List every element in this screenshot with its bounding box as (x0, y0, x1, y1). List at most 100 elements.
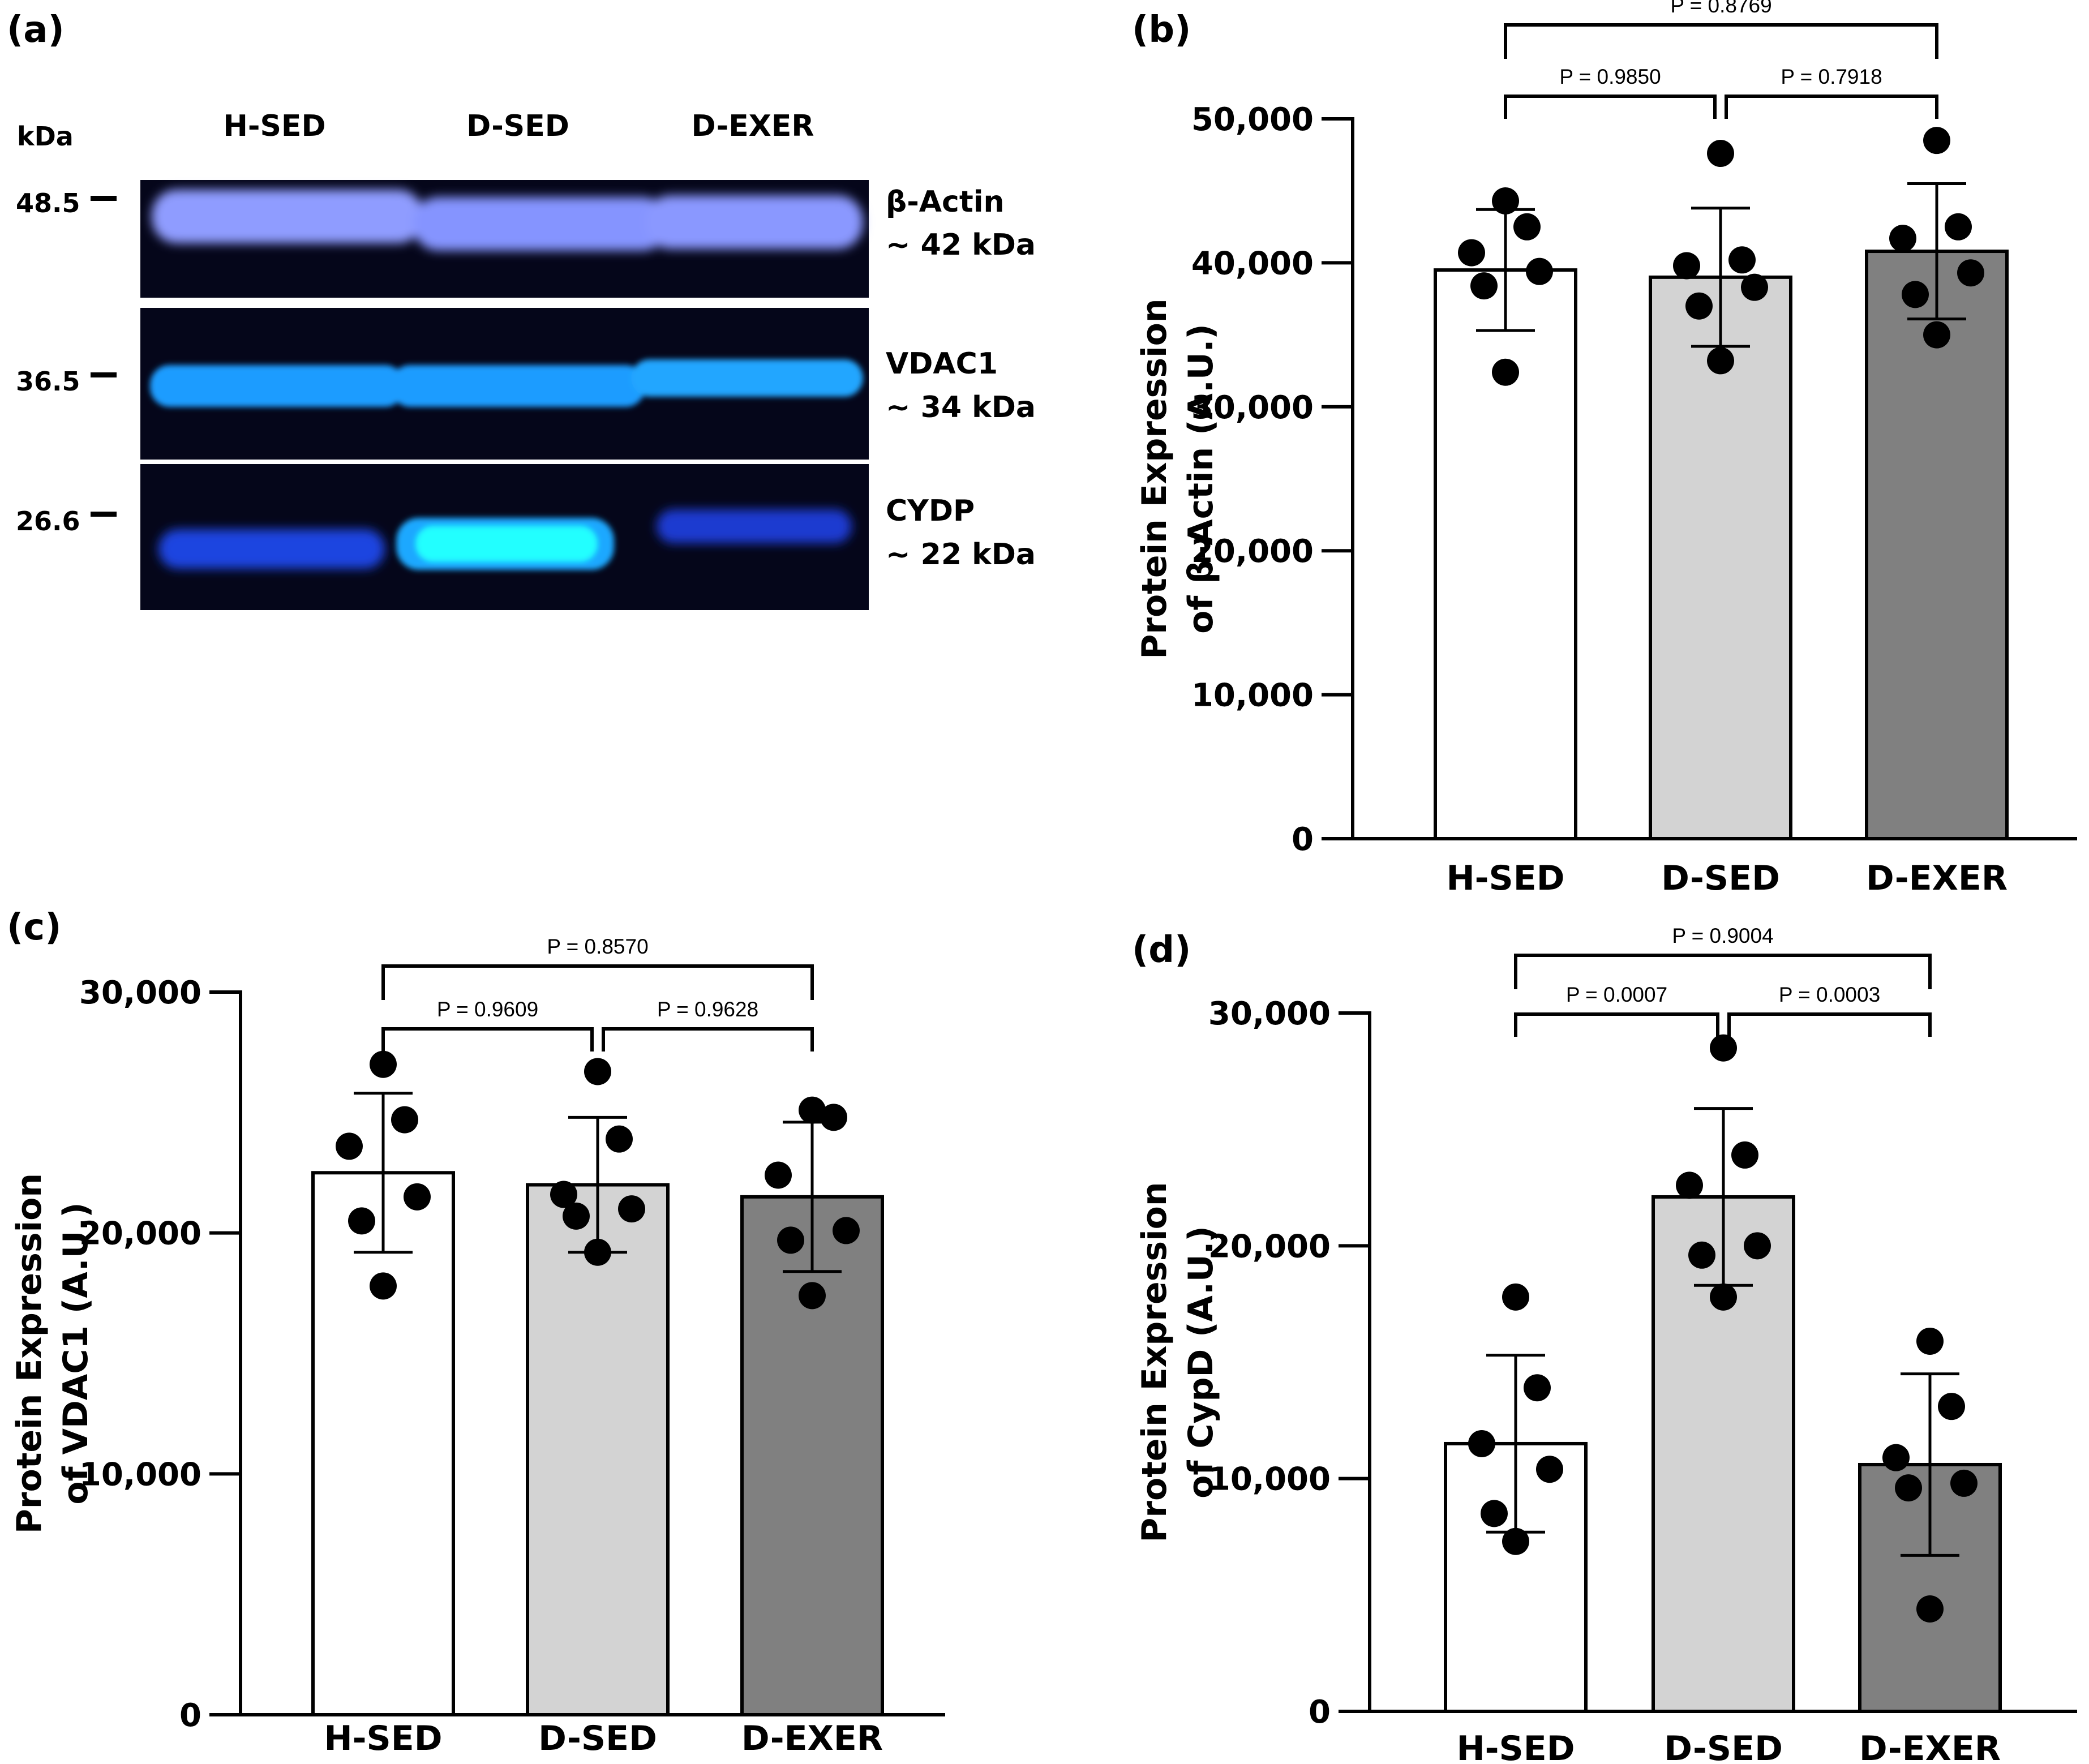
y-axis-label-line1: Protein Expression (10, 1173, 49, 1534)
data-point (391, 1106, 418, 1134)
y-tick-label: 30,000 (79, 975, 201, 1011)
data-point (1916, 1327, 1944, 1355)
data-point (799, 1282, 826, 1310)
marker-36-5: 36.5 (16, 366, 80, 397)
comparison-bracket (1514, 1012, 1719, 1037)
western-blot-panel: (a) kDa H-SED D-SED D-EXER 48.5 36.5 26.… (7, 9, 1036, 610)
data-point (550, 1181, 577, 1208)
panel-b-label: (b) (1132, 9, 1191, 51)
data-point (1945, 213, 1972, 241)
y-axis-label-line2: of CypD (A.U.) (1181, 1226, 1221, 1499)
data-point (1470, 272, 1498, 300)
comparison-bracket (381, 964, 814, 1000)
comparison-bracket (1727, 1012, 1932, 1037)
y-tick-label: 0 (1292, 821, 1314, 858)
data-point (1524, 1374, 1551, 1402)
y-tick-label: 20,000 (1191, 533, 1314, 570)
lane-label-d-sed: D-SED (466, 109, 569, 143)
data-point (833, 1217, 860, 1244)
data-point (1688, 1241, 1715, 1269)
y-axis-label-line1: Protein Expression (1135, 1182, 1174, 1542)
data-point (1889, 225, 1916, 252)
marker-tick-26-6 (91, 512, 117, 517)
data-point (1923, 127, 1950, 154)
y-tick-label: 20,000 (79, 1216, 201, 1252)
data-point (799, 1096, 826, 1124)
panel-c-label: (c) (7, 907, 61, 948)
bar-h-sed (1434, 268, 1577, 840)
data-point (1744, 1232, 1771, 1260)
comparison-bracket (381, 1027, 594, 1051)
data-point (1741, 273, 1768, 301)
data-point (1502, 1283, 1529, 1311)
data-point (1673, 252, 1700, 280)
band-name-cydp: CYDP (886, 494, 975, 528)
data-point (1492, 187, 1519, 215)
p-value-label: P = 0.8769 (1670, 0, 1771, 17)
x-category-label-d-sed: D-SED (538, 1719, 657, 1758)
y-tick-label: 30,000 (1191, 389, 1314, 426)
data-point (1957, 259, 1984, 287)
data-point (1950, 1469, 1978, 1497)
x-category-label-d-sed: D-SED (1664, 1729, 1783, 1764)
data-point (1710, 1034, 1737, 1062)
data-point (1707, 140, 1734, 168)
x-category-label-h-sed: H-SED (324, 1719, 442, 1758)
p-value-label: P = 0.7918 (1781, 65, 1882, 88)
data-point (1882, 1444, 1910, 1471)
data-point (1676, 1171, 1703, 1199)
p-value-label: P = 0.9850 (1559, 65, 1661, 88)
data-point (1728, 246, 1756, 274)
y-tick-label: 10,000 (1208, 1461, 1331, 1498)
y-axis-label-line1: Protein Expression (1135, 298, 1174, 659)
marker-tick-36-5 (91, 372, 117, 377)
data-point (1513, 213, 1541, 241)
data-point (348, 1207, 375, 1235)
data-point (1502, 1527, 1529, 1555)
blot-strip-vdac1 (140, 308, 869, 460)
p-value-label: P = 0.0003 (1779, 983, 1880, 1006)
blot-strip-cydp (140, 464, 869, 610)
data-point (1526, 257, 1553, 285)
data-point (1916, 1595, 1944, 1623)
p-value-label: P = 0.8570 (547, 935, 648, 958)
data-point (1685, 292, 1713, 320)
y-tick-label: 30,000 (1208, 995, 1331, 1032)
marker-48-5: 48.5 (16, 188, 80, 218)
data-point (820, 1104, 847, 1131)
data-point (1731, 1141, 1758, 1169)
x-category-label-d-exer: D-EXER (1866, 859, 2008, 898)
comparison-bracket (1504, 95, 1717, 119)
y-tick-label: 10,000 (79, 1456, 201, 1493)
y-tick-label: 10,000 (1191, 677, 1314, 714)
comparison-bracket (1725, 95, 1938, 119)
comparison-bracket (1504, 23, 1938, 59)
y-tick-label: 50,000 (1191, 101, 1314, 138)
marker-tick-48-5 (91, 196, 117, 201)
data-point (584, 1058, 611, 1085)
data-point (1938, 1393, 1965, 1420)
marker-26-6: 26.6 (16, 506, 80, 537)
data-point (1707, 347, 1734, 375)
data-point (1468, 1430, 1495, 1457)
chart-panel-d: (d) 0 10,000 20,000 30,000 Protein Expression… (1132, 924, 2077, 1764)
comparison-bracket (1514, 954, 1932, 989)
panel-a-label: (a) (7, 9, 65, 51)
band-size-actin: ~ 42 kDa (886, 228, 1036, 262)
data-point (1895, 1474, 1922, 1502)
band-name-vdac1: VDAC1 (886, 347, 998, 381)
p-value-label: P = 0.9628 (657, 998, 758, 1021)
data-point (336, 1132, 363, 1160)
band-name-actin: β-Actin (886, 185, 1005, 219)
data-point (618, 1195, 645, 1223)
data-point (584, 1238, 611, 1266)
data-point (1458, 239, 1485, 267)
bar-h-sed (311, 1171, 455, 1716)
x-category-label-d-exer: D-EXER (741, 1719, 883, 1758)
x-category-label-h-sed: H-SED (1456, 1729, 1575, 1764)
p-value-label: P = 0.9004 (1672, 924, 1773, 947)
y-axis-label-line2: of β-Actin (A.U.) (1181, 324, 1221, 634)
x-category-label-d-exer: D-EXER (1859, 1729, 2001, 1764)
band-size-vdac1: ~ 34 kDa (886, 390, 1036, 424)
panel-d-label: (d) (1132, 929, 1191, 971)
